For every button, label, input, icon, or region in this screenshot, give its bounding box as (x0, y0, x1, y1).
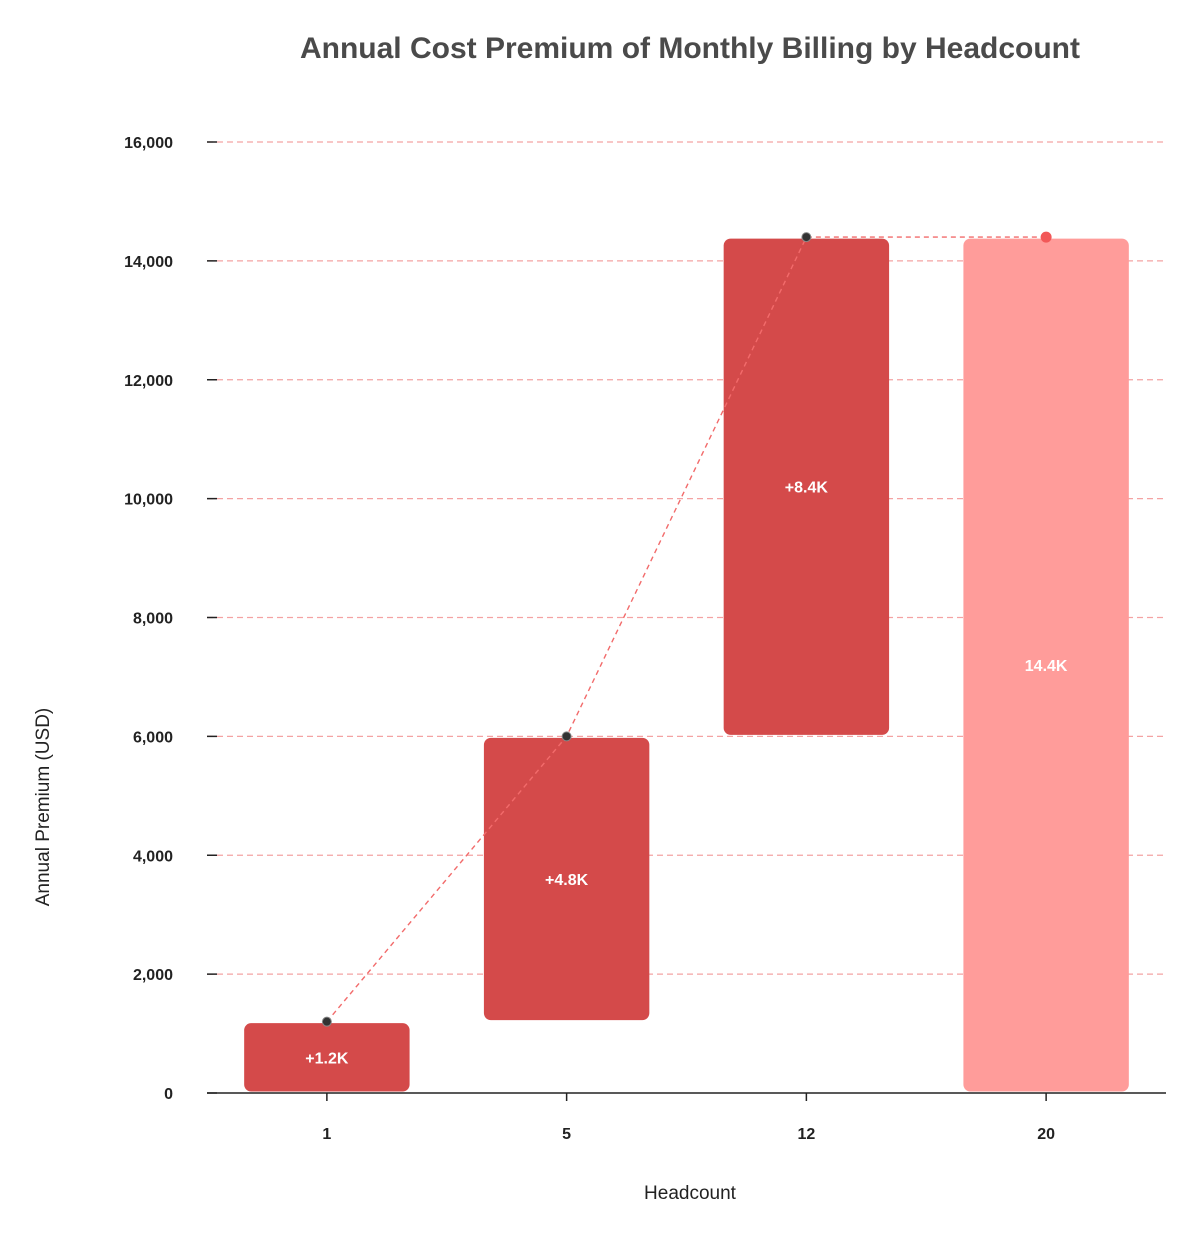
cumulative-connector-line (326, 236, 1047, 1023)
bar-value-label: +1.2K (305, 1050, 349, 1067)
increment-bar (244, 1023, 410, 1092)
cumulative-marker (801, 232, 812, 243)
x-tick-label: 20 (1037, 1126, 1055, 1143)
y-tick-label: 4,000 (133, 848, 173, 865)
chart-title: Annual Cost Premium of Monthly Billing b… (300, 32, 1080, 65)
y-tick-label: 0 (164, 1086, 173, 1103)
y-axis-ticks: 0 2,000 4,000 6,000 8,000 10,000 12,000 14,000 1… (124, 135, 217, 1103)
cumulative-marker (321, 1016, 332, 1027)
y-tick-label: 10,000 (124, 492, 173, 509)
total-marker (1040, 231, 1052, 243)
y-tick-label: 12,000 (124, 373, 173, 390)
bar-value-label: 14.4K (1025, 658, 1068, 675)
x-axis-title: Headcount (644, 1183, 737, 1204)
bar-value-label: +8.4K (785, 480, 829, 497)
cumulative-marker (561, 731, 572, 742)
y-tick-label: 6,000 (133, 729, 173, 746)
y-tick-label: 2,000 (133, 967, 173, 984)
x-tick-label: 1 (322, 1126, 331, 1143)
x-axis-ticks: 1 5 12 20 (322, 1093, 1055, 1143)
y-tick-label: 16,000 (124, 135, 173, 152)
x-tick-label: 5 (562, 1126, 571, 1143)
increment-bar (483, 737, 650, 1021)
x-tick-label: 12 (797, 1126, 815, 1143)
y-axis-title: Annual Premium (USD) (33, 708, 54, 907)
bar-value-label: +4.8K (545, 872, 589, 889)
y-tick-label: 8,000 (133, 611, 173, 628)
total-bar (963, 238, 1129, 1092)
connectors (321, 231, 1052, 1027)
y-tick-label: 14,000 (124, 254, 173, 271)
increment-bar (723, 238, 890, 735)
bars (244, 238, 1129, 1092)
bar-labels: +1.2K +4.8K +8.4K 14.4K (305, 480, 1068, 1068)
